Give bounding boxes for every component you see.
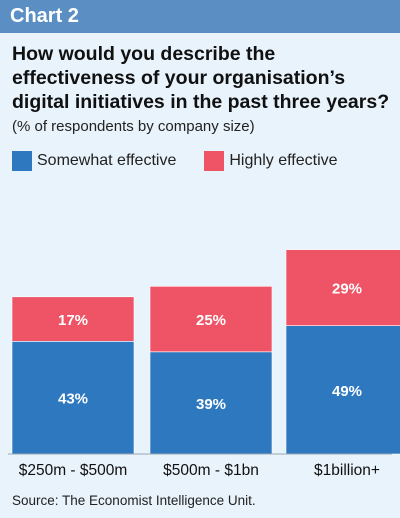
data-label-highly-effective-500m-1bn: 25% <box>196 312 226 329</box>
category-label-500m-1bn: $500m - $1bn <box>163 462 259 479</box>
bar-highly-effective-1billion <box>285 249 400 326</box>
data-label-highly-effective-1billion: 29% <box>332 281 362 298</box>
data-label-somewhat-effective-250m-500m: 43% <box>58 391 88 408</box>
category-label-1billion: $1billion+ <box>314 462 380 479</box>
chart-number-label: Chart 2 <box>10 5 79 27</box>
legend-label-somewhat-effective: Somewhat effective <box>37 152 177 169</box>
legend-item-somewhat-effective: Somewhat effective <box>12 151 176 171</box>
data-label-somewhat-effective-500m-1bn: 39% <box>196 396 226 413</box>
legend-swatch-somewhat-effective <box>12 151 32 171</box>
chart-header-band <box>0 0 400 33</box>
bar-highly-effective-250m-500m <box>11 296 135 342</box>
chart-subtitle: (% of respondents by company size) <box>12 118 255 135</box>
chart-legend: Somewhat effective Highly effective <box>12 150 366 172</box>
bar-highly-effective-500m-1bn <box>149 286 273 353</box>
data-label-highly-effective-250m-500m: 17% <box>58 312 88 329</box>
legend-swatch-highly-effective <box>204 151 225 171</box>
source-note: Source: The Economist Intelligence Unit. <box>12 493 256 508</box>
legend-label-highly-effective: Highly effective <box>229 152 338 169</box>
category-label-250m-500m: $250m - $500m <box>19 462 128 479</box>
legend-item-highly-effective: Highly effective <box>204 151 338 171</box>
chart-title: How would you describe the effectiveness… <box>12 43 390 113</box>
data-label-somewhat-effective-1billion: 49% <box>332 383 362 400</box>
